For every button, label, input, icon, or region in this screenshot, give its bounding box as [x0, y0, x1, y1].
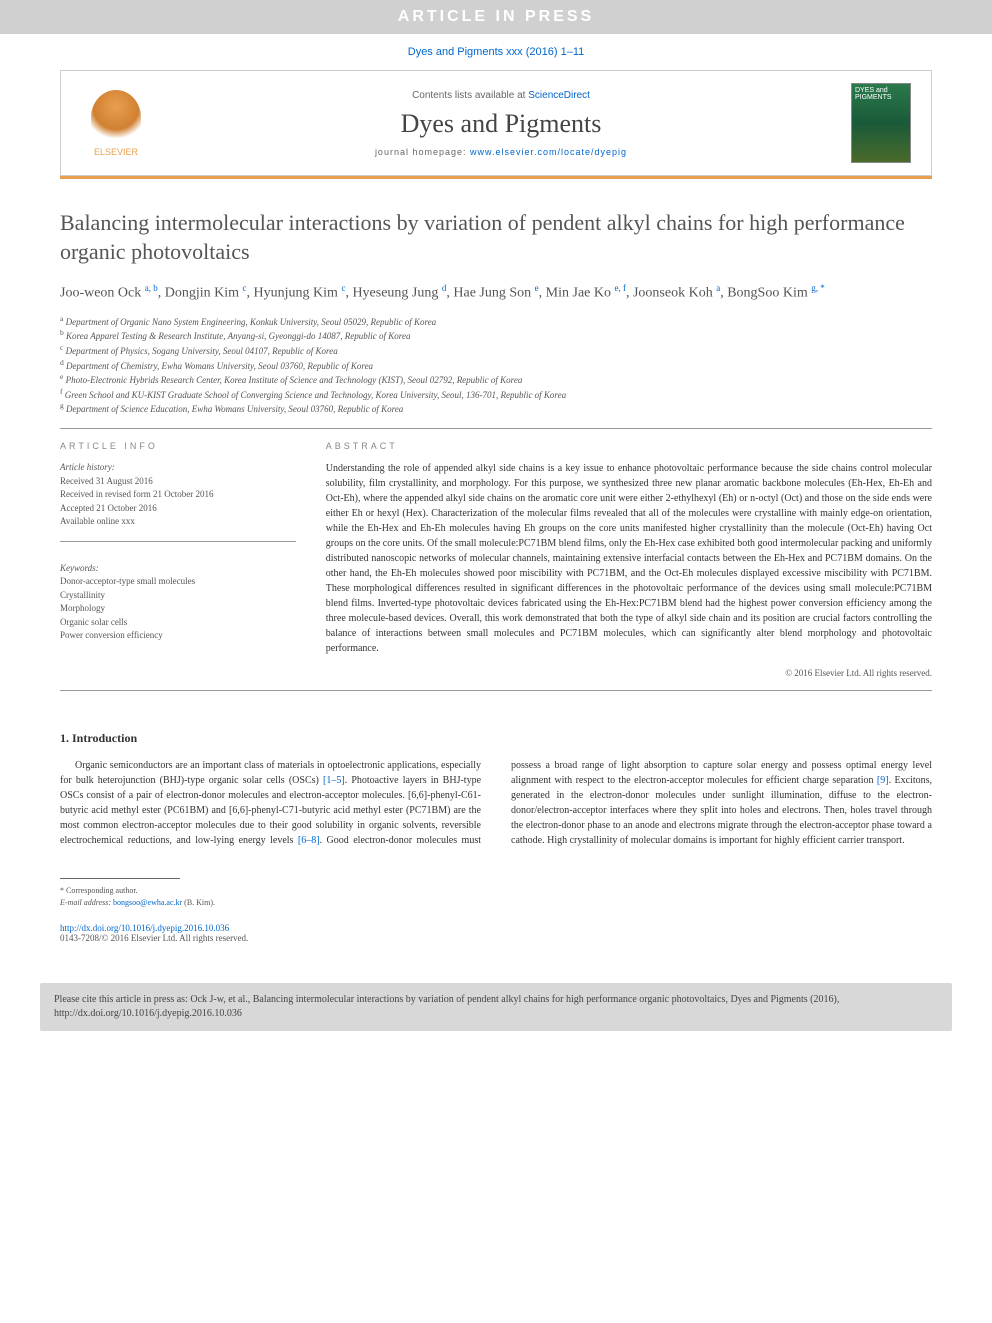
affiliation-item: a Department of Organic Nano System Engi… [60, 314, 932, 329]
divider [60, 690, 932, 691]
contents-text: Contents lists available at [412, 90, 528, 101]
citation-link[interactable]: [6–8] [298, 835, 320, 846]
introduction-body: Organic semiconductors are an important … [60, 758, 932, 848]
footnote-separator [60, 878, 180, 879]
footnotes: * Corresponding author. E-mail address: … [60, 885, 932, 909]
journal-cover-thumbnail: DYES and PIGMENTS [851, 83, 911, 163]
abstract-text: Understanding the role of appended alkyl… [326, 461, 932, 656]
article-in-press-banner: ARTICLE IN PRESS [0, 0, 992, 34]
citation-box: Please cite this article in press as: Oc… [40, 983, 952, 1031]
keyword-item: Morphology [60, 602, 296, 616]
keyword-item: Donor-acceptor-type small molecules [60, 575, 296, 589]
email-link[interactable]: bongsoo@ewha.ac.kr [113, 898, 182, 907]
homepage-link[interactable]: www.elsevier.com/locate/dyepig [470, 147, 627, 157]
online-date: Available online xxx [60, 516, 135, 526]
article-info-column: ARTICLE INFO Article history: Received 3… [60, 441, 296, 678]
journal-reference: Dyes and Pigments xxx (2016) 1–11 [0, 34, 992, 70]
homepage-label: journal homepage: [375, 147, 470, 157]
citation-link[interactable]: [1–5] [323, 775, 345, 786]
keyword-item: Organic solar cells [60, 616, 296, 630]
article-info-label: ARTICLE INFO [60, 441, 296, 451]
divider [60, 428, 932, 429]
elsevier-label: ELSEVIER [94, 147, 138, 157]
sciencedirect-link[interactable]: ScienceDirect [528, 90, 590, 101]
issn-copyright: 0143-7208/© 2016 Elsevier Ltd. All right… [60, 933, 248, 943]
affiliation-item: g Department of Science Education, Ewha … [60, 401, 932, 416]
article-title: Balancing intermolecular interactions by… [60, 209, 932, 266]
received-date: Received 31 August 2016 [60, 476, 153, 486]
keyword-item: Power conversion efficiency [60, 629, 296, 643]
abstract-label: ABSTRACT [326, 441, 932, 451]
history-label: Article history: [60, 462, 115, 472]
keyword-item: Crystallinity [60, 589, 296, 603]
elsevier-tree-icon [91, 90, 141, 145]
journal-homepage: journal homepage: www.elsevier.com/locat… [151, 147, 851, 157]
cover-title: DYES and PIGMENTS [852, 84, 910, 104]
citation-link[interactable]: [9] [877, 775, 889, 786]
journal-header: ELSEVIER Contents lists available at Sci… [60, 70, 932, 176]
header-center: Contents lists available at ScienceDirec… [151, 90, 851, 157]
doi-section: http://dx.doi.org/10.1016/j.dyepig.2016.… [60, 923, 932, 943]
intro-text: . Good electron-donor molecules must pos… [320, 760, 932, 846]
affiliation-item: b Korea Apparel Testing & Research Insti… [60, 328, 932, 343]
elsevier-logo: ELSEVIER [81, 83, 151, 163]
corresponding-author: * Corresponding author. [60, 885, 932, 897]
abstract-column: ABSTRACT Understanding the role of appen… [326, 441, 932, 678]
accepted-date: Accepted 21 October 2016 [60, 503, 157, 513]
section-heading: 1. Introduction [60, 731, 932, 746]
introduction-section: 1. Introduction Organic semiconductors a… [60, 731, 932, 848]
revised-date: Received in revised form 21 October 2016 [60, 489, 213, 499]
article-history: Article history: Received 31 August 2016… [60, 461, 296, 529]
doi-link[interactable]: http://dx.doi.org/10.1016/j.dyepig.2016.… [60, 923, 229, 933]
divider [60, 541, 296, 542]
journal-name: Dyes and Pigments [151, 109, 851, 139]
contents-available: Contents lists available at ScienceDirec… [151, 90, 851, 101]
affiliation-item: c Department of Physics, Sogang Universi… [60, 343, 932, 358]
keywords-label: Keywords: [60, 563, 99, 573]
affiliations-list: a Department of Organic Nano System Engi… [60, 314, 932, 416]
affiliation-item: d Department of Chemistry, Ewha Womans U… [60, 358, 932, 373]
abstract-copyright: © 2016 Elsevier Ltd. All rights reserved… [326, 668, 932, 678]
email-name: (B. Kim). [182, 898, 215, 907]
affiliation-item: e Photo-Electronic Hybrids Research Cent… [60, 372, 932, 387]
author-list: Joo-weon Ock a, b, Dongjin Kim c, Hyunju… [60, 282, 932, 304]
affiliation-item: f Green School and KU-KIST Graduate Scho… [60, 387, 932, 402]
keywords-block: Keywords: Donor-acceptor-type small mole… [60, 562, 296, 643]
email-label: E-mail address: [60, 898, 113, 907]
